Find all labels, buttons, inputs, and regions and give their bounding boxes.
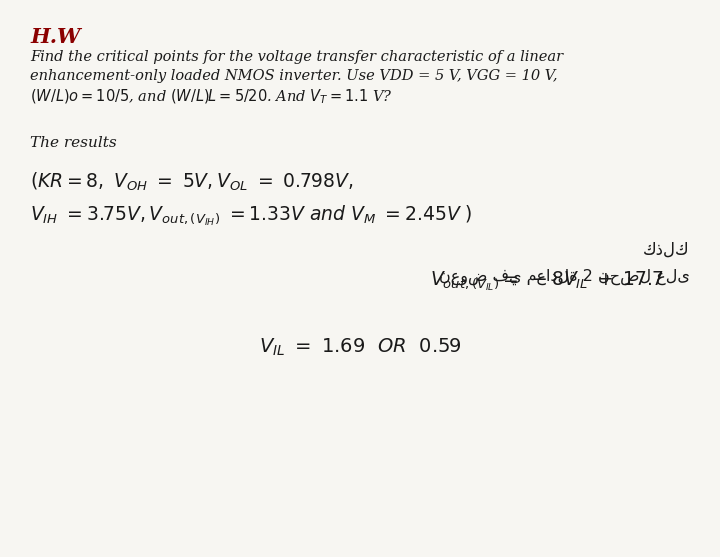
Text: enhancement-only loaded NMOS inverter. Use VDD = 5 V, VGG = 10 V,: enhancement-only loaded NMOS inverter. U… [30, 69, 557, 83]
Text: $\mathit{V}_{IH}\ = 3.75V,\mathit{V}_{out,(\mathit{V}_{IH})}\ = 1.33V\ \mathit{a: $\mathit{V}_{IH}\ = 3.75V,\mathit{V}_{ou… [30, 203, 472, 228]
Text: $\mathit{V}_{out,(\mathit{V}_{IL})}{=}\ -8\mathit{V}_{IL}\ +\ 17.7$: $\mathit{V}_{out,(\mathit{V}_{IL})}{=}\ … [430, 269, 663, 292]
Text: كذلك: كذلك [644, 241, 690, 259]
Text: The results: The results [30, 136, 117, 150]
Text: $(W/L)o = 10/5$, and $(W/L)L = 5/20$. And $\mathit{V}_{T} = 1.1$ V?: $(W/L)o = 10/5$, and $(W/L)L = 5/20$. An… [30, 88, 392, 106]
Text: $\mathit{V}_{IL}\ =\ 1.69\ \ \mathit{OR}\ \ 0.59$: $\mathit{V}_{IL}\ =\ 1.69\ \ \mathit{OR}… [258, 337, 462, 358]
Text: H.W: H.W [30, 27, 81, 47]
Text: $(\mathit{KR} = 8,\ \mathit{V}_{OH}\ =\ 5V,\mathit{V}_{OL}\ =\ 0.798V,$: $(\mathit{KR} = 8,\ \mathit{V}_{OH}\ =\ … [30, 171, 354, 193]
Text: نعوض في معادلة 2 نحصل على: نعوض في معادلة 2 نحصل على [439, 269, 690, 285]
Text: Find the critical points for the voltage transfer characteristic of a linear: Find the critical points for the voltage… [30, 50, 563, 64]
